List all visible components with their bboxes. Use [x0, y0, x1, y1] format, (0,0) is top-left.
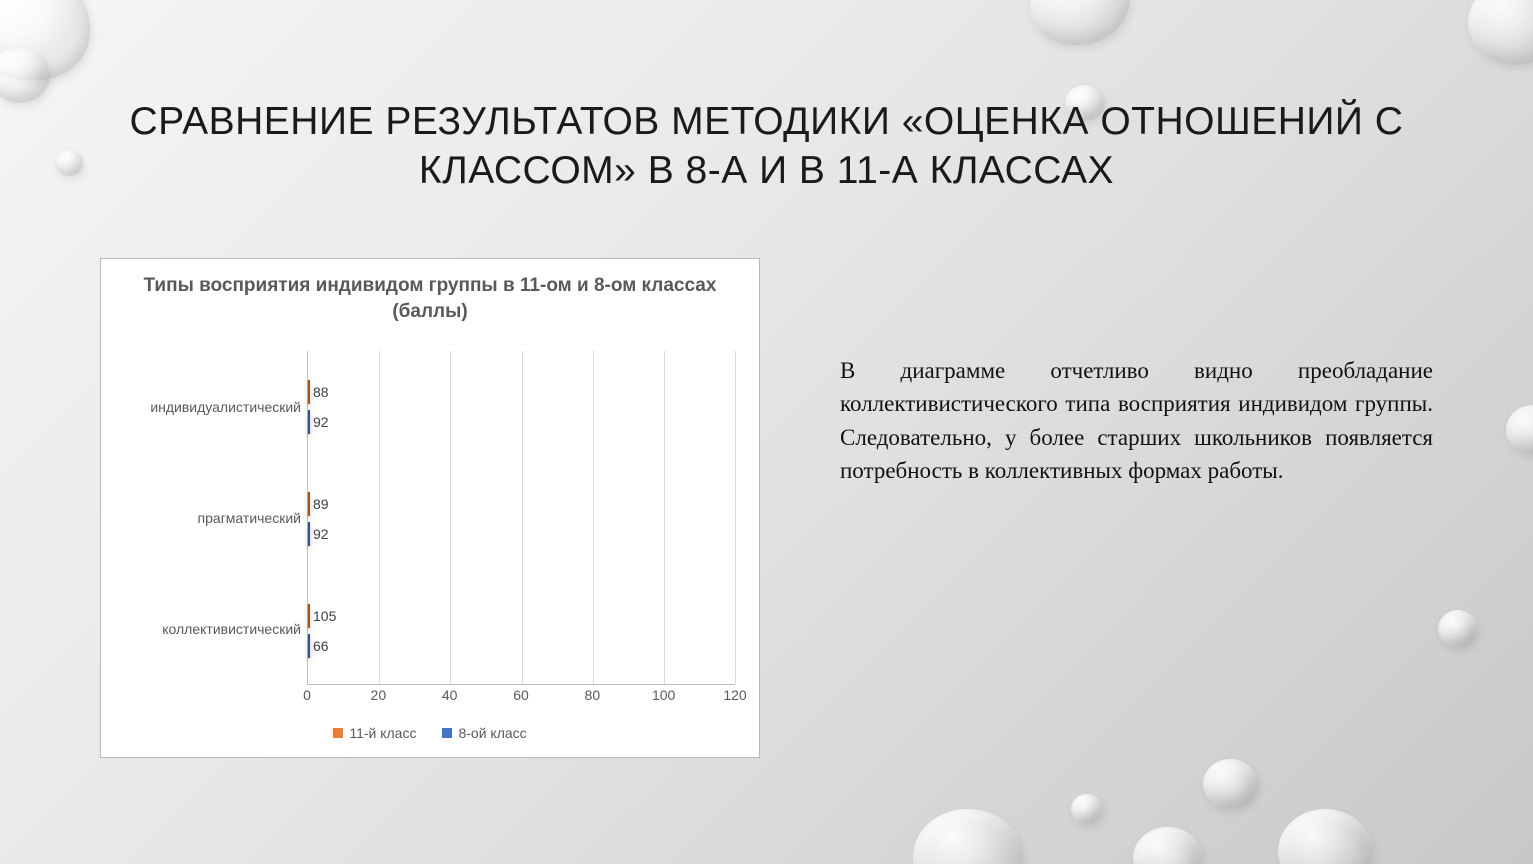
- category-label: прагматический: [125, 510, 301, 526]
- category-axis: коллективистический прагматический индивид…: [125, 351, 307, 685]
- legend-item: 8-ой класс: [442, 725, 526, 741]
- x-tick-label: 20: [371, 687, 387, 703]
- bar: 105: [308, 604, 310, 628]
- bar: 92: [308, 522, 310, 546]
- gridline: [379, 351, 380, 684]
- bubble-deco: [1468, 0, 1533, 65]
- chart-legend: 11-й класс 8-ой класс: [101, 725, 759, 741]
- category-label: коллективистический: [125, 621, 301, 637]
- content-row: Типы восприятия индивидом группы в 11-ом…: [100, 258, 1433, 794]
- bubble-deco: [1071, 794, 1103, 824]
- legend-item: 11-й класс: [333, 725, 416, 741]
- bubble-deco: [1506, 405, 1533, 455]
- legend-label: 11-й класс: [349, 725, 416, 741]
- category-label: индивидуалистический: [125, 399, 301, 415]
- chart-title: Типы восприятия индивидом группы в 11-ом…: [101, 259, 759, 324]
- plot-area: 105 66 89 92 88 92: [307, 351, 735, 685]
- bar: 88: [308, 380, 310, 404]
- gridline: [664, 351, 665, 684]
- x-tick-label: 0: [303, 687, 311, 703]
- bar-value-label: 92: [309, 414, 329, 430]
- bubble-deco: [1133, 827, 1203, 864]
- slide: СРАВНЕНИЕ РЕЗУЛЬТАТОВ МЕТОДИКИ «ОЦЕНКА О…: [0, 0, 1533, 864]
- bar-value-label: 66: [309, 638, 329, 654]
- bubble-deco: [55, 150, 83, 176]
- bubble-deco: [1030, 0, 1130, 45]
- legend-swatch: [442, 728, 452, 738]
- gridline: [593, 351, 594, 684]
- bubble-deco: [0, 48, 50, 103]
- x-tick-label: 100: [652, 687, 675, 703]
- x-tick-label: 40: [442, 687, 458, 703]
- bar-value-label: 88: [309, 384, 329, 400]
- gridline: [522, 351, 523, 684]
- x-tick-label: 60: [513, 687, 529, 703]
- slide-title: СРАВНЕНИЕ РЕЗУЛЬТАТОВ МЕТОДИКИ «ОЦЕНКА О…: [100, 98, 1433, 196]
- bubble-deco: [913, 809, 1023, 864]
- x-axis-ticks: 020406080100120: [307, 687, 735, 707]
- x-tick-label: 120: [723, 687, 746, 703]
- bubble-deco: [1438, 610, 1478, 648]
- bar-value-label: 92: [309, 526, 329, 542]
- plot-wrap: коллективистический прагматический индивид…: [125, 351, 735, 685]
- gridline: [450, 351, 451, 684]
- bar: 89: [308, 492, 310, 516]
- bubble-deco: [0, 0, 90, 80]
- bar: 66: [308, 634, 310, 658]
- body-paragraph: В диаграмме отчетливо видно преобладание…: [840, 258, 1433, 487]
- bubble-deco: [1278, 809, 1373, 864]
- legend-swatch: [333, 728, 343, 738]
- legend-label: 8-ой класс: [458, 725, 526, 741]
- bar: 92: [308, 410, 310, 434]
- gridline: [735, 351, 736, 684]
- chart-panel: Типы восприятия индивидом группы в 11-ом…: [100, 258, 760, 758]
- x-tick-label: 80: [585, 687, 601, 703]
- bar-value-label: 89: [309, 496, 329, 512]
- bar-value-label: 105: [309, 608, 336, 624]
